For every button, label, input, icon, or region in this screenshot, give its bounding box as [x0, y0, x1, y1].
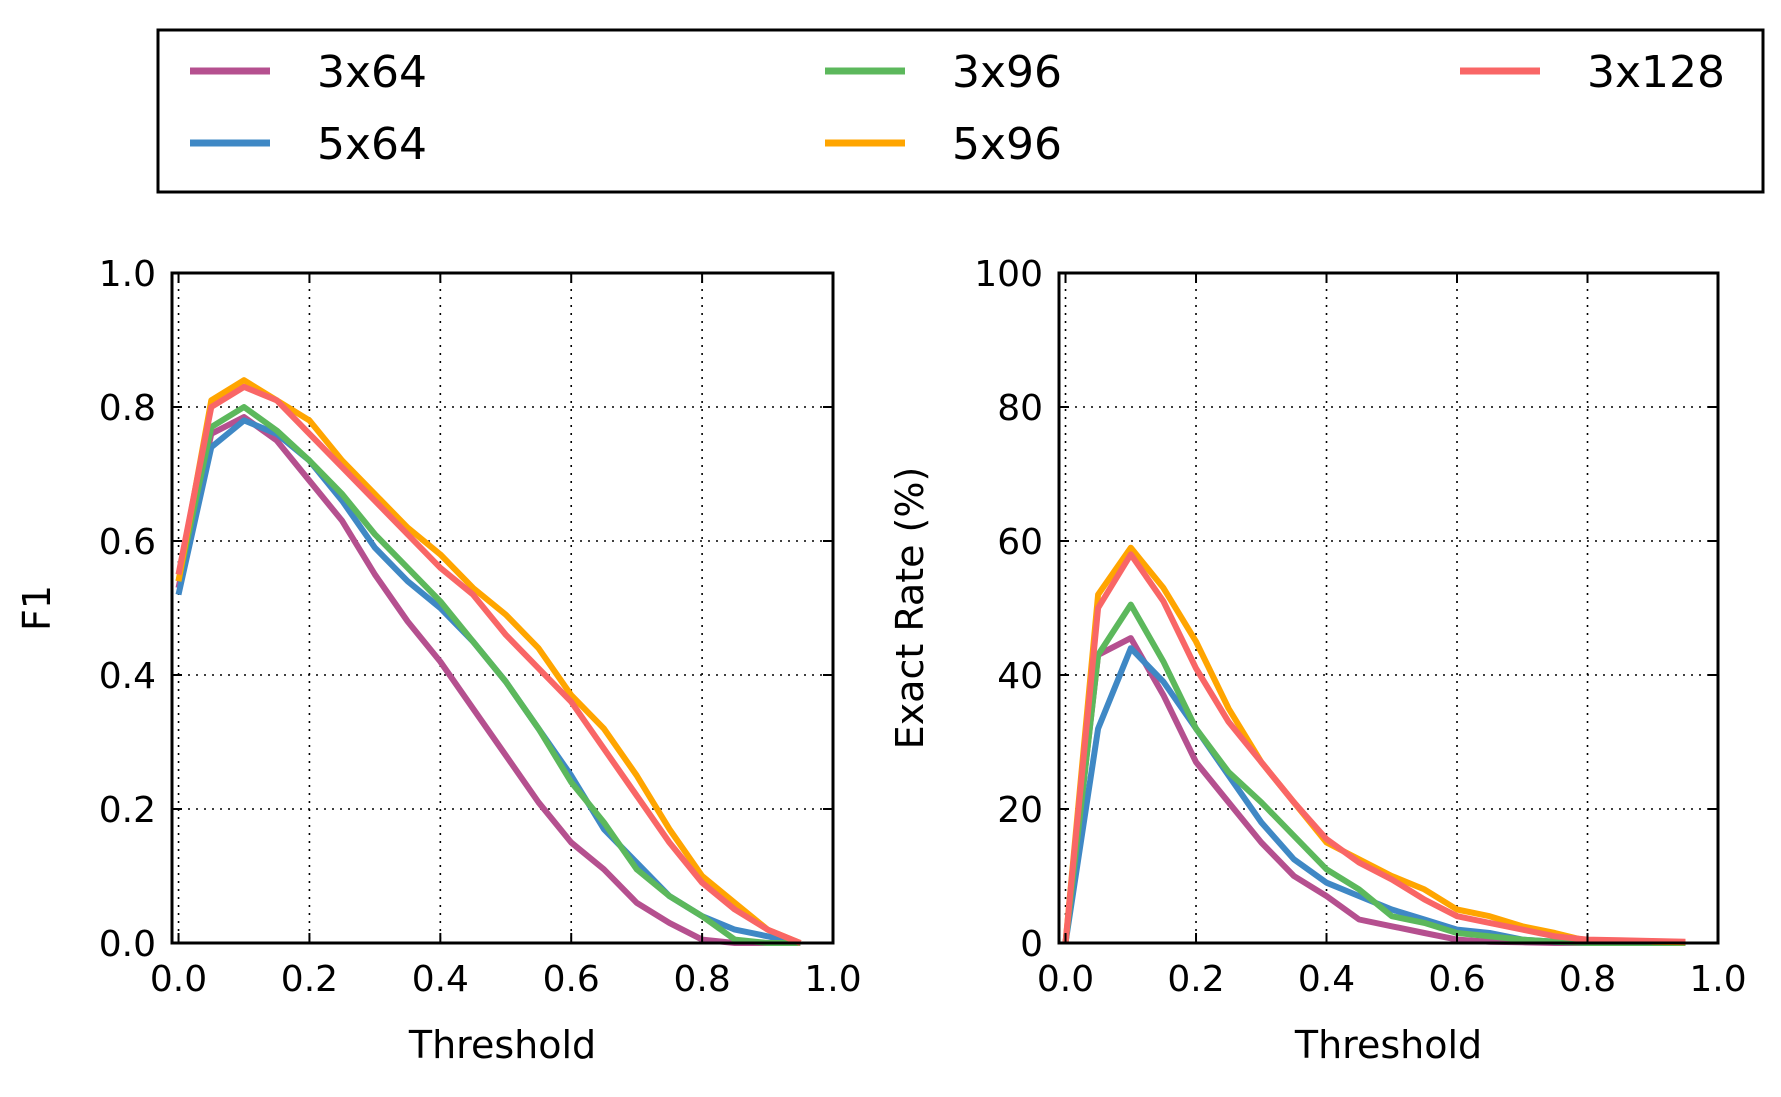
series-line-3x96	[1062, 601, 1686, 946]
x-axis-label: Threshold	[1294, 1023, 1482, 1067]
legend-label: 5x64	[317, 119, 427, 170]
x-tick-label: 0.0	[150, 959, 207, 1000]
y-tick-label: 0.4	[99, 656, 156, 697]
gridlines	[1059, 273, 1718, 943]
x-tick-label: 1.0	[804, 959, 861, 1000]
y-tick-label: 0	[1020, 924, 1043, 965]
series-line-3x64	[1062, 635, 1686, 946]
y-tick-label: 0.6	[99, 522, 156, 563]
x-tick-label: 0.8	[673, 959, 730, 1000]
legend-item-3x96: 3x96	[825, 47, 1062, 98]
chart-panel-1: 0.0 0.2 0.4 0.6 0.8 1.0 0.0 0.2 0.4 0.6 0.8 1.0 Thre…	[15, 254, 862, 1067]
series-line-3x96	[175, 404, 801, 946]
y-tick-label: 0.8	[99, 388, 156, 429]
legend-label: 5x96	[952, 119, 1062, 170]
legend-label: 3x96	[952, 47, 1062, 98]
y-axis-label: Exact Rate (%)	[888, 467, 932, 750]
y-tick-label: 20	[997, 790, 1043, 831]
x-tick-label: 0.0	[1037, 959, 1094, 1000]
y-tick-label: 100	[974, 254, 1043, 295]
y-tick-label: 1.0	[99, 254, 156, 295]
series-lines	[175, 377, 802, 946]
x-tick-label: 0.8	[1559, 959, 1616, 1000]
x-tick-label: 0.6	[1428, 959, 1485, 1000]
x-tick-label: 1.0	[1689, 959, 1746, 1000]
gridlines	[172, 273, 833, 943]
legend-item-3x128: 3x128	[1460, 47, 1725, 98]
y-tick-label: 0.0	[99, 924, 156, 965]
x-tick-label: 0.2	[1167, 959, 1224, 1000]
legend: 3x64 3x96 3x128 5x64 5x96	[156, 28, 1765, 194]
series-line-3x128	[175, 383, 802, 946]
y-axis-label: F1	[15, 585, 59, 631]
series-line-5x96	[1062, 544, 1686, 946]
legend-label: 3x64	[317, 47, 427, 98]
series-line-3x64	[175, 414, 801, 946]
x-tick-label: 0.2	[281, 959, 338, 1000]
legend-item-3x64: 3x64	[190, 47, 427, 98]
plot-frame	[170, 271, 835, 945]
x-tick-label: 0.4	[412, 959, 469, 1000]
series-line-5x64	[175, 417, 801, 946]
legend-box	[156, 28, 1765, 194]
x-axis-label: Threshold	[408, 1023, 596, 1067]
ticks: 0.0 0.2 0.4 0.6 0.8 1.0 0.0 0.2 0.4 0.6 0.8 1.0	[99, 254, 862, 1000]
y-tick-label: 40	[997, 656, 1043, 697]
legend-item-5x64: 5x64	[190, 119, 427, 170]
chart-panel-2: 0.0 0.2 0.4 0.6 0.8 1.0 0 20 40 60 80 100 Threshold E…	[888, 254, 1747, 1067]
y-tick-label: 0.2	[99, 790, 156, 831]
y-tick-label: 80	[997, 388, 1043, 429]
x-tick-label: 0.4	[1298, 959, 1355, 1000]
plot-frame	[1057, 271, 1720, 945]
ticks: 0.0 0.2 0.4 0.6 0.8 1.0 0 20 40 60 80 100	[974, 254, 1746, 1000]
x-tick-label: 0.6	[543, 959, 600, 1000]
y-tick-label: 60	[997, 522, 1043, 563]
series-lines	[1062, 544, 1686, 946]
legend-item-5x96: 5x96	[825, 119, 1062, 170]
legend-label: 3x128	[1587, 47, 1725, 98]
series-line-3x128	[1062, 551, 1686, 945]
